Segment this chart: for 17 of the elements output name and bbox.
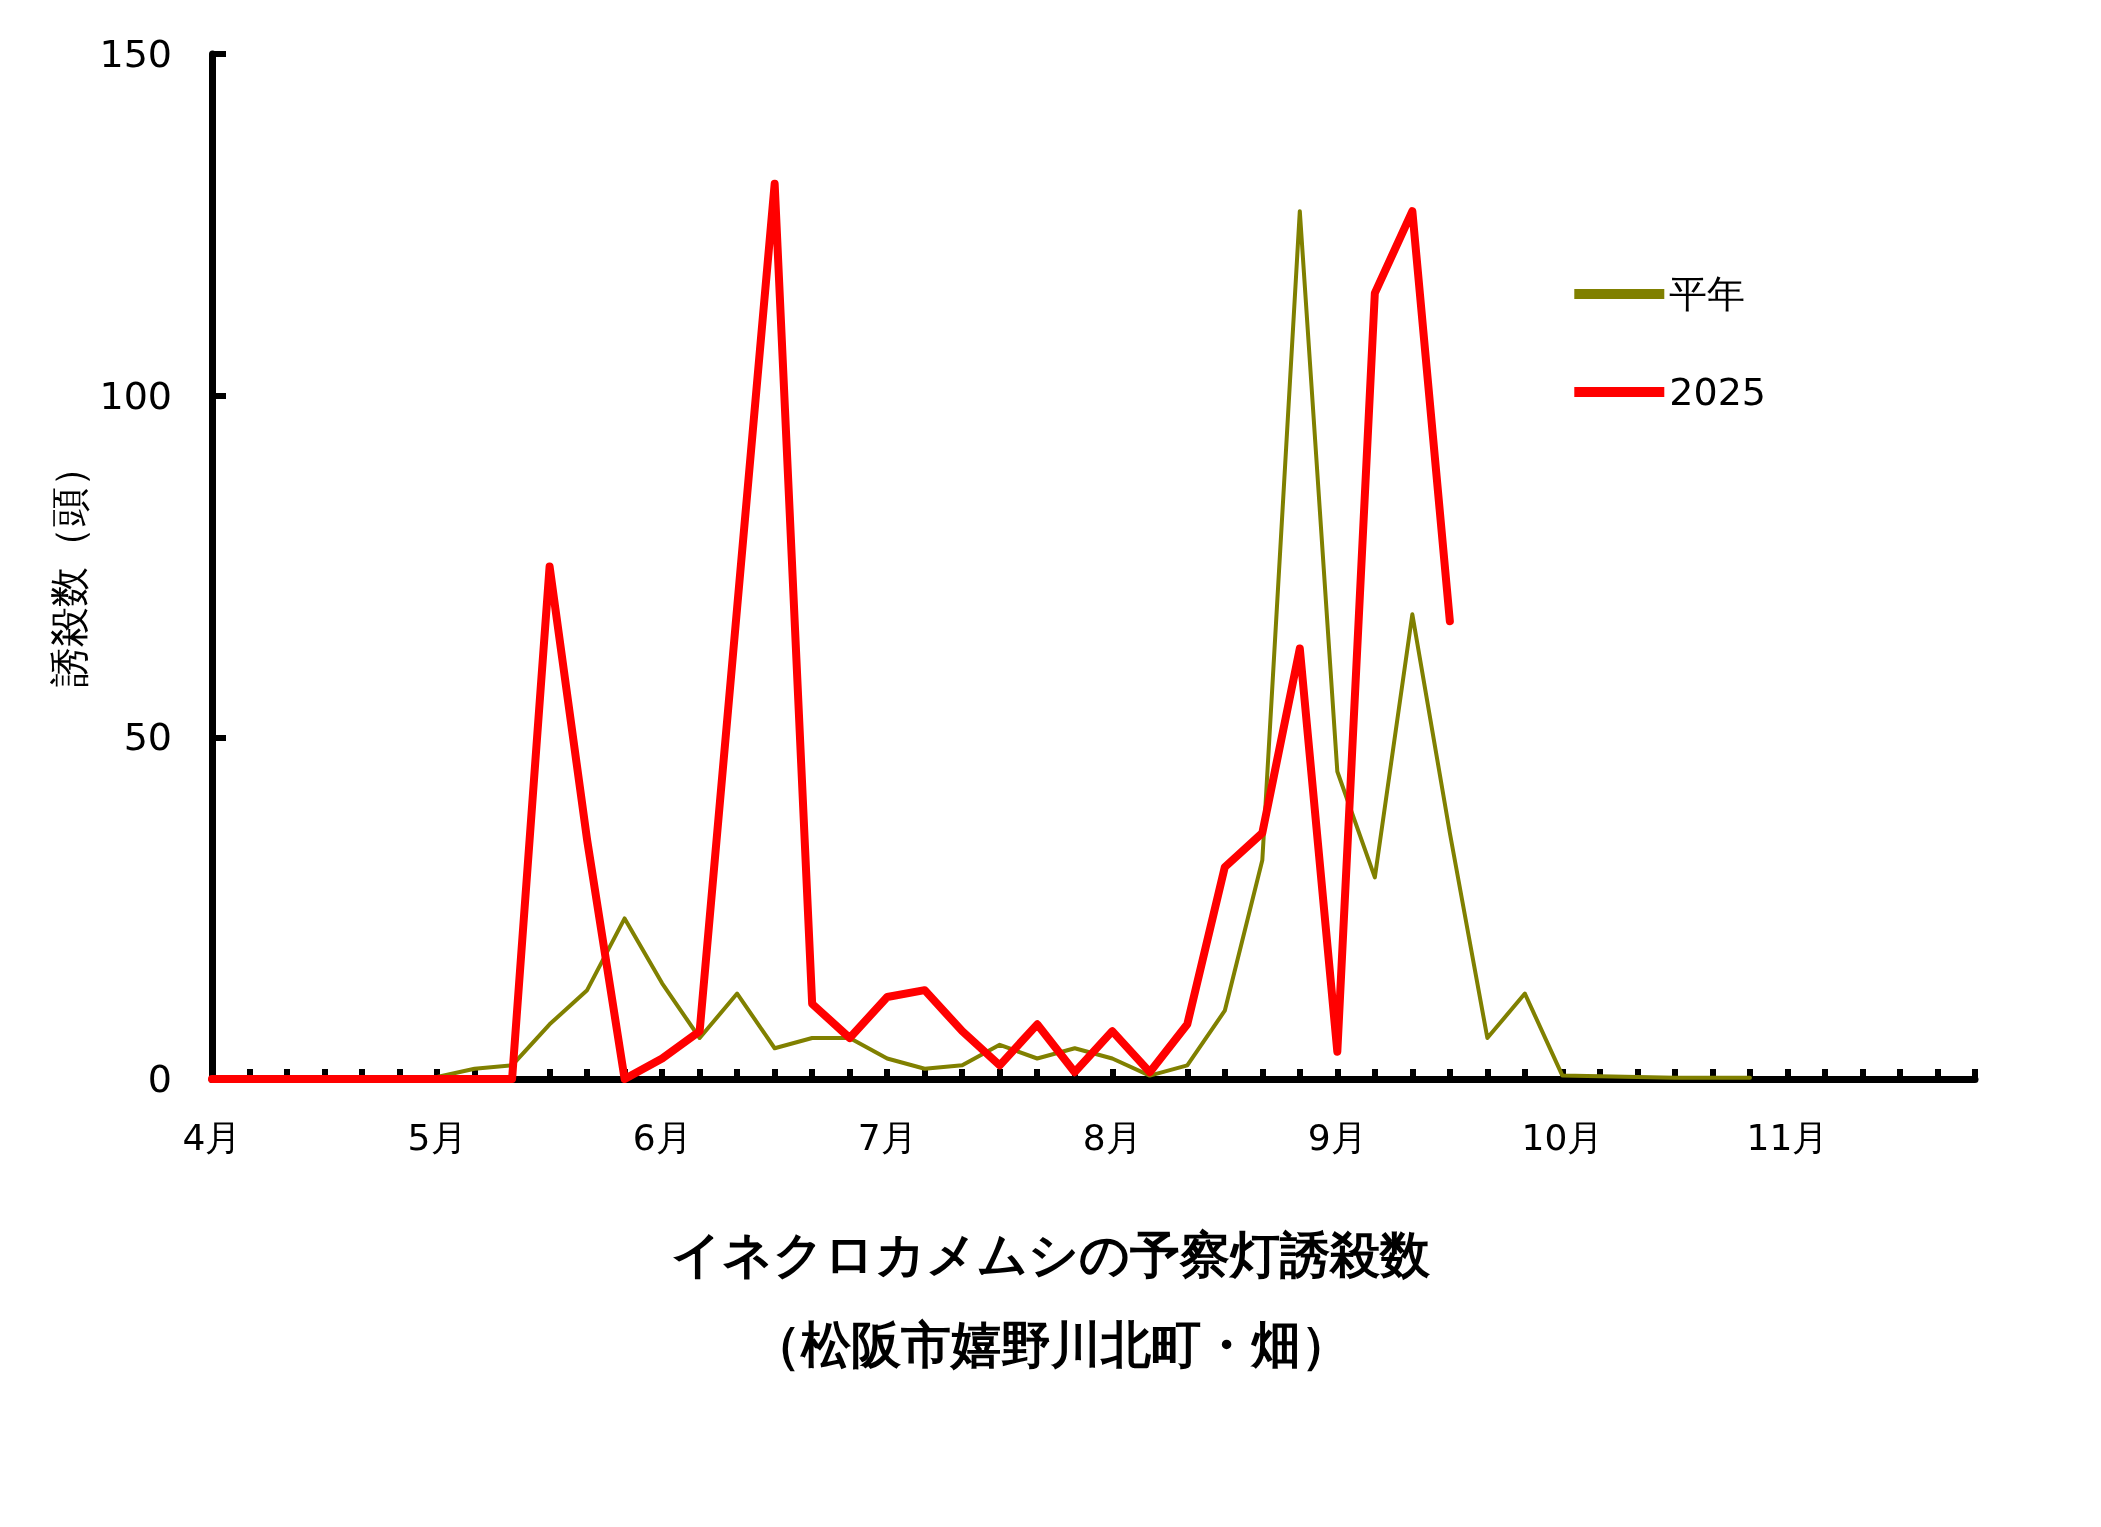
text: （松阪市嬉野川北町・畑）	[750, 1316, 1351, 1374]
y-tick-label: 50	[123, 715, 172, 760]
x-tick-label: 9月	[1307, 1116, 1367, 1158]
x-tick-label: 11月	[1746, 1116, 1829, 1158]
x-tick-label: 10月	[1521, 1116, 1604, 1158]
x-tick-label: 5月	[407, 1116, 467, 1158]
x-tick-label: 6月	[632, 1116, 692, 1158]
legend-label: 2025	[1669, 370, 1767, 414]
text: イネクロカメムシの予察灯誘殺数	[671, 1226, 1431, 1284]
x-tick-label: 4月	[182, 1116, 242, 1158]
y-tick-label: 0	[147, 1057, 172, 1101]
y-tick-label: 150	[99, 32, 172, 76]
x-tick-label: 8月	[1082, 1116, 1142, 1158]
legend-label: 平年	[1669, 272, 1746, 316]
y-tick-label: 100	[99, 373, 172, 418]
y-axis-title: 誘殺数（頭）	[45, 446, 92, 687]
x-tick-label: 7月	[857, 1116, 917, 1158]
